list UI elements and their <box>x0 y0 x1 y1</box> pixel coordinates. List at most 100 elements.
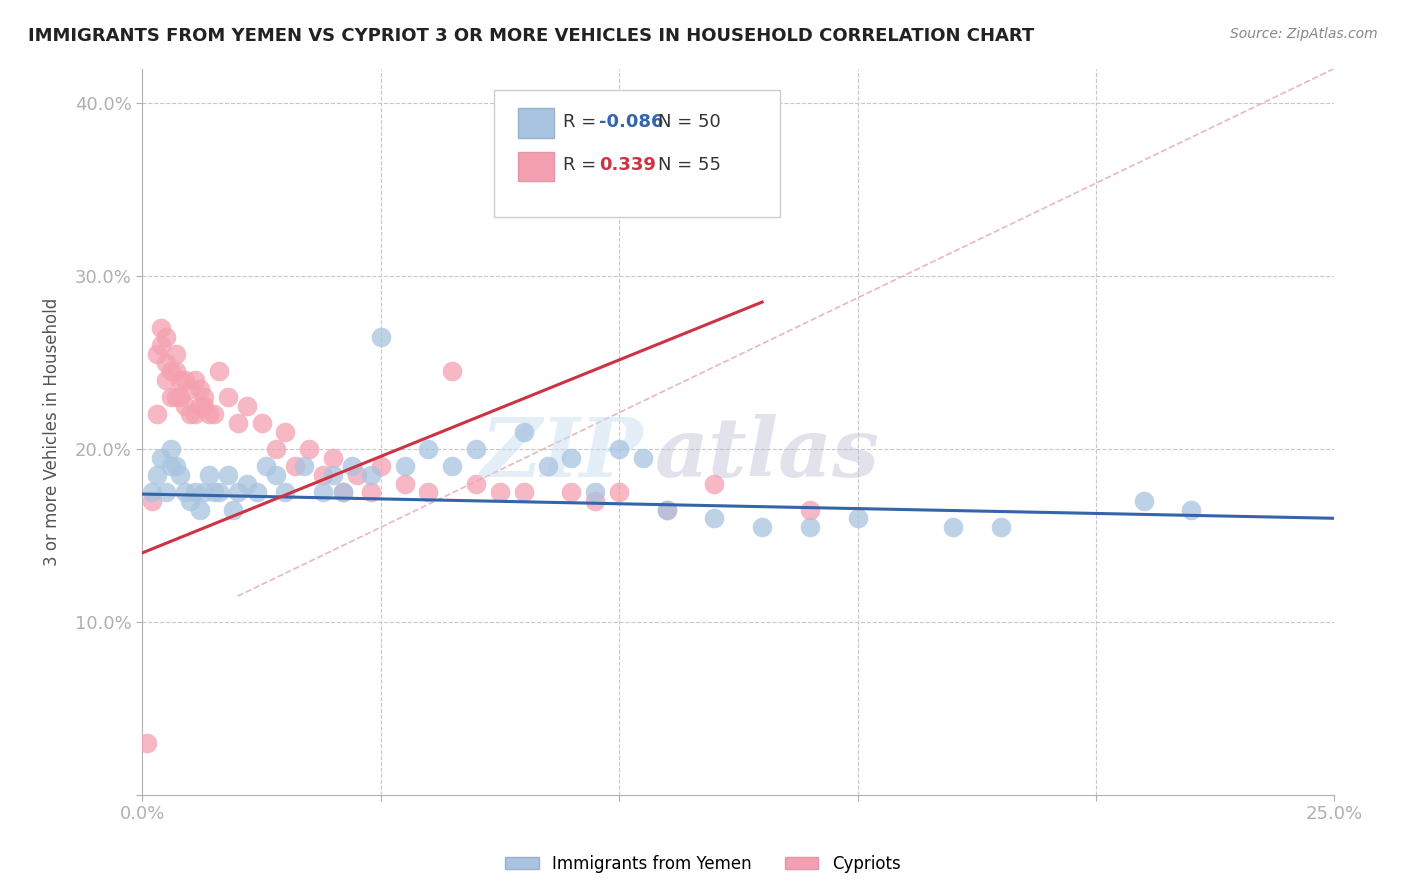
Point <box>188 502 211 516</box>
Point <box>294 459 316 474</box>
Point <box>298 442 321 456</box>
Text: R =: R = <box>562 112 602 130</box>
Point <box>174 485 197 500</box>
Point <box>332 485 354 500</box>
Point <box>193 390 215 404</box>
Point <box>799 520 821 534</box>
Point <box>264 442 287 456</box>
Point <box>217 390 239 404</box>
Point <box>174 373 197 387</box>
Point <box>370 329 392 343</box>
Point <box>179 382 201 396</box>
Point <box>990 520 1012 534</box>
Point <box>155 329 177 343</box>
Point <box>188 399 211 413</box>
Point <box>155 485 177 500</box>
Point <box>169 373 191 387</box>
Text: 0.339: 0.339 <box>599 156 655 174</box>
FancyBboxPatch shape <box>517 152 554 181</box>
Point <box>145 347 167 361</box>
Point <box>254 459 277 474</box>
Point <box>312 468 335 483</box>
Point <box>145 408 167 422</box>
Point <box>184 485 207 500</box>
Point <box>489 485 512 500</box>
Point <box>155 373 177 387</box>
Point <box>202 408 225 422</box>
Point <box>274 425 297 439</box>
Text: Source: ZipAtlas.com: Source: ZipAtlas.com <box>1230 27 1378 41</box>
Point <box>536 459 558 474</box>
Point <box>560 450 582 465</box>
Point <box>513 425 536 439</box>
Point <box>312 485 335 500</box>
Point <box>174 399 197 413</box>
Text: atlas: atlas <box>655 414 880 493</box>
Point <box>150 338 173 352</box>
Text: IMMIGRANTS FROM YEMEN VS CYPRIOT 3 OR MORE VEHICLES IN HOUSEHOLD CORRELATION CHA: IMMIGRANTS FROM YEMEN VS CYPRIOT 3 OR MO… <box>28 27 1035 45</box>
Point <box>274 485 297 500</box>
Point <box>217 468 239 483</box>
Point <box>332 485 354 500</box>
Text: R =: R = <box>562 156 607 174</box>
Point <box>607 442 630 456</box>
Point <box>846 511 869 525</box>
FancyBboxPatch shape <box>494 90 780 218</box>
Point <box>465 476 488 491</box>
Point <box>1180 502 1202 516</box>
Point <box>703 511 725 525</box>
Point <box>322 450 344 465</box>
Point <box>441 364 464 378</box>
Point <box>346 468 368 483</box>
Text: ZIP: ZIP <box>481 414 643 493</box>
Point <box>188 382 211 396</box>
Point <box>655 502 678 516</box>
Point <box>560 485 582 500</box>
Point <box>799 502 821 516</box>
FancyBboxPatch shape <box>517 109 554 137</box>
Point <box>394 459 416 474</box>
Point <box>165 347 187 361</box>
Point <box>418 442 440 456</box>
Y-axis label: 3 or more Vehicles in Household: 3 or more Vehicles in Household <box>44 298 60 566</box>
Point <box>193 485 215 500</box>
Point <box>441 459 464 474</box>
Point <box>160 390 183 404</box>
Point <box>236 399 259 413</box>
Point <box>360 485 382 500</box>
Point <box>207 485 229 500</box>
Point <box>607 485 630 500</box>
Point <box>202 485 225 500</box>
Point <box>165 364 187 378</box>
Point <box>513 485 536 500</box>
Point <box>322 468 344 483</box>
Point <box>198 408 221 422</box>
Point <box>160 442 183 456</box>
Point <box>155 355 177 369</box>
Point <box>169 390 191 404</box>
Point <box>165 390 187 404</box>
Point <box>160 459 183 474</box>
Point <box>655 502 678 516</box>
Point <box>222 502 245 516</box>
Point <box>141 494 163 508</box>
Point <box>160 364 183 378</box>
Point <box>179 494 201 508</box>
Point <box>193 399 215 413</box>
Point <box>942 520 965 534</box>
Point <box>226 416 249 430</box>
Point <box>226 485 249 500</box>
Point <box>236 476 259 491</box>
Point <box>207 364 229 378</box>
Point <box>631 450 654 465</box>
Point <box>703 476 725 491</box>
Point <box>583 485 606 500</box>
Point <box>418 485 440 500</box>
Point <box>246 485 269 500</box>
Point <box>250 416 273 430</box>
Point <box>150 321 173 335</box>
Point <box>145 468 167 483</box>
Text: -0.086: -0.086 <box>599 112 664 130</box>
Point <box>751 520 773 534</box>
Point <box>184 373 207 387</box>
